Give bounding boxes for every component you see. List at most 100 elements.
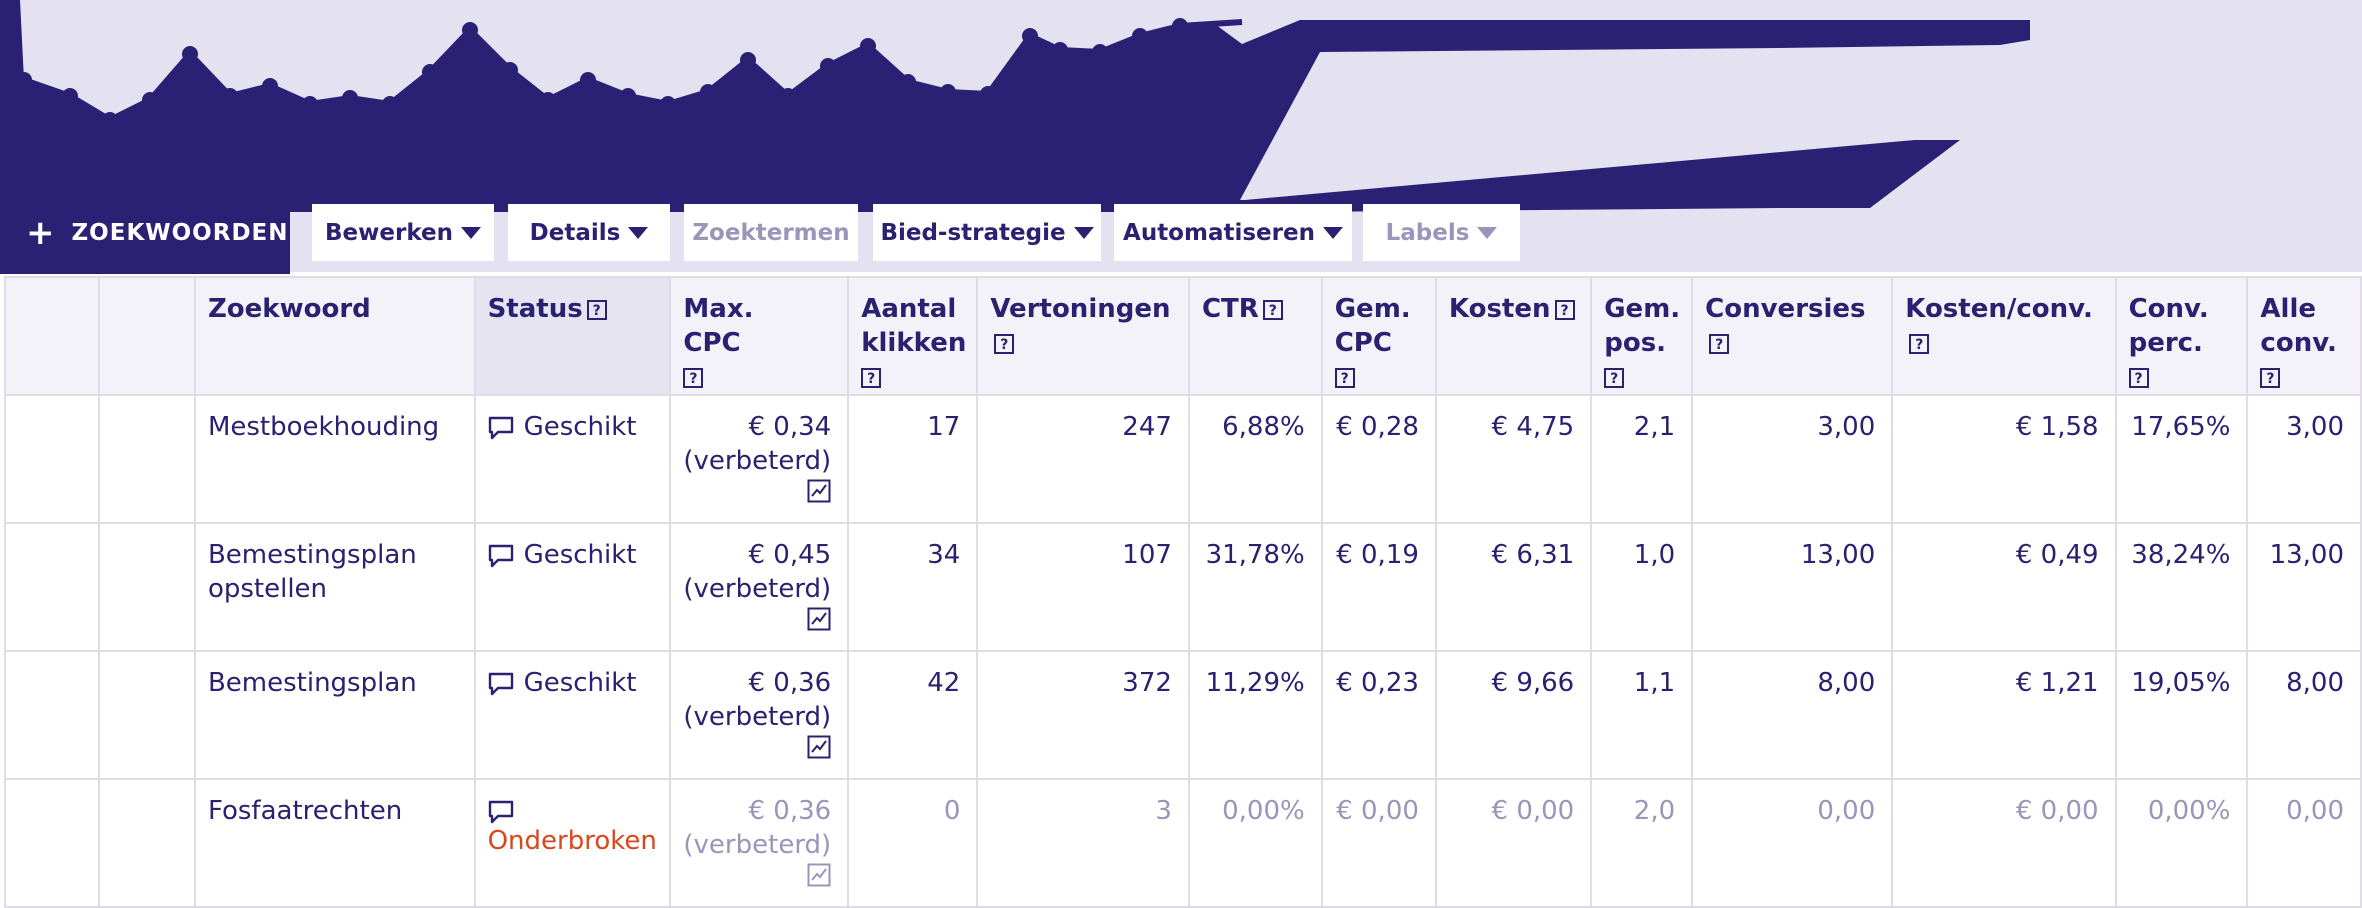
bid-chart-icon[interactable] xyxy=(807,479,831,503)
bid-chart-icon[interactable] xyxy=(807,735,831,759)
conversions-value: 8,00 xyxy=(1817,668,1876,698)
conv-rate-column-header[interactable]: Conv. perc.? xyxy=(2114,276,2249,396)
all-conv-value: 8,00 xyxy=(2286,668,2344,698)
conv-rate-cell: 0,00% xyxy=(2114,778,2249,908)
details-dropdown-button[interactable]: Details xyxy=(508,204,670,261)
impressions-column-header[interactable]: Vertoningen? xyxy=(976,276,1190,396)
conversions-value: 3,00 xyxy=(1817,412,1876,442)
avg-pos-column-header[interactable]: Gem. pos.? xyxy=(1590,276,1694,396)
bid-strategy-dropdown-button[interactable]: Bied-strategie xyxy=(873,204,1101,261)
avg-cpc-column-header[interactable]: Gem. CPC? xyxy=(1320,276,1437,396)
help-icon[interactable]: ? xyxy=(1604,367,1625,388)
avg-cpc-cell: € 0,19 xyxy=(1320,522,1437,652)
keyword-toolbar: + ZOEKWOORDEN Bewerken Details Zoekterme… xyxy=(0,180,2362,274)
max-cpc-value[interactable]: € 0,36 xyxy=(748,668,832,698)
conversions-cell: 3,00 xyxy=(1691,394,1894,524)
max-cpc-cell[interactable]: € 0,36 (verbeterd) xyxy=(669,650,850,780)
conv-rate-value: 38,24% xyxy=(2131,540,2231,570)
cost-cell: € 0,00 xyxy=(1434,778,1593,908)
header-label: Status xyxy=(487,294,583,324)
keyword-text[interactable]: Fosfaatrechten xyxy=(207,796,403,826)
help-icon[interactable]: ? xyxy=(1262,299,1283,320)
labels-dropdown-button[interactable]: Labels xyxy=(1363,204,1520,261)
bid-chart-icon[interactable] xyxy=(807,607,831,631)
row-select-cell[interactable] xyxy=(3,522,101,652)
keyword-cell[interactable]: Bemestingsplan xyxy=(193,650,476,780)
edit-dropdown-button[interactable]: Bewerken xyxy=(312,204,494,261)
help-icon[interactable]: ? xyxy=(994,333,1015,354)
status-cell: Geschikt xyxy=(473,650,672,780)
help-icon[interactable]: ? xyxy=(1709,333,1730,354)
all-conv-cell: 8,00 xyxy=(2246,650,2362,780)
header-label: Kosten/conv. xyxy=(1905,294,2093,324)
add-keywords-button[interactable]: + ZOEKWOORDEN xyxy=(0,192,290,274)
help-icon[interactable]: ? xyxy=(1554,299,1575,320)
speech-bubble-icon[interactable] xyxy=(488,416,514,440)
max-cpc-column-header[interactable]: Max. CPC? xyxy=(669,276,850,396)
keyword-text[interactable]: Bemestingsplan opstellen xyxy=(207,540,417,604)
clicks-cell: 17 xyxy=(847,394,979,524)
help-icon[interactable]: ? xyxy=(2128,367,2149,388)
clicks-value: 0 xyxy=(943,796,961,826)
impressions-cell: 372 xyxy=(976,650,1190,780)
cost-cell: € 9,66 xyxy=(1434,650,1593,780)
status-column-header[interactable]: Status? xyxy=(473,276,672,396)
conv-rate-value: 19,05% xyxy=(2131,668,2231,698)
all-conv-column-header[interactable]: Alle conv.? xyxy=(2246,276,2362,396)
select-column-header[interactable] xyxy=(3,276,101,396)
chevron-down-icon xyxy=(1073,226,1094,239)
row-select-cell[interactable] xyxy=(3,650,101,780)
keyword-column-header[interactable]: Zoekwoord xyxy=(193,276,476,396)
conversions-column-header[interactable]: Conversies? xyxy=(1691,276,1894,396)
help-icon[interactable]: ? xyxy=(683,367,704,388)
table-row[interactable]: Bemestingsplan Geschikt € 0,36 (verbeter… xyxy=(3,650,2362,780)
header-label: CPC xyxy=(683,328,741,358)
row-select-cell[interactable] xyxy=(3,778,101,908)
table-row[interactable]: Bemestingsplan opstellen Geschikt € 0,45… xyxy=(3,522,2362,652)
max-cpc-cell[interactable]: € 0,34 (verbeterd) xyxy=(669,394,850,524)
conversions-cell: 13,00 xyxy=(1691,522,1894,652)
impressions-value: 247 xyxy=(1122,412,1172,442)
keyword-cell[interactable]: Fosfaatrechten xyxy=(193,778,476,908)
table-row[interactable]: Fosfaatrechten Onderbroken € 0,36 (verbe… xyxy=(3,778,2362,908)
help-icon[interactable]: ? xyxy=(2260,367,2281,388)
automate-dropdown-button[interactable]: Automatiseren xyxy=(1114,204,1352,261)
speech-bubble-icon[interactable] xyxy=(488,544,514,568)
max-cpc-value[interactable]: € 0,45 xyxy=(748,540,832,570)
help-icon[interactable]: ? xyxy=(1909,333,1930,354)
header-label: Max. xyxy=(683,294,754,324)
table-row[interactable]: Mestboekhouding Geschikt € 0,34 (verbete… xyxy=(3,394,2362,524)
keyword-text[interactable]: Bemestingsplan xyxy=(207,668,417,698)
clicks-column-header[interactable]: Aantal klikken? xyxy=(847,276,979,396)
header-label: Zoekwoord xyxy=(207,294,371,324)
keyword-cell[interactable]: Mestboekhouding xyxy=(193,394,476,524)
details-label: Details xyxy=(529,219,621,246)
max-cpc-value[interactable]: € 0,34 xyxy=(748,412,832,442)
cost-value: € 6,31 xyxy=(1491,540,1575,570)
impressions-cell: 3 xyxy=(976,778,1190,908)
ctr-column-header[interactable]: CTR? xyxy=(1187,276,1323,396)
ctr-value: 11,29% xyxy=(1205,668,1305,698)
header-label: Alle xyxy=(2260,294,2317,324)
max-cpc-cell[interactable]: € 0,45 (verbeterd) xyxy=(669,522,850,652)
clicks-value: 17 xyxy=(927,412,961,442)
ctr-cell: 11,29% xyxy=(1187,650,1323,780)
max-cpc-value[interactable]: € 0,36 xyxy=(748,796,832,826)
max-cpc-note: (verbeterd) xyxy=(683,702,832,732)
cost-per-conv-column-header[interactable]: Kosten/conv.? xyxy=(1891,276,2117,396)
speech-bubble-icon[interactable] xyxy=(488,672,514,696)
help-icon[interactable]: ? xyxy=(861,367,882,388)
keyword-text[interactable]: Mestboekhouding xyxy=(207,412,440,442)
avg-pos-cell: 1,1 xyxy=(1590,650,1694,780)
speech-bubble-icon[interactable] xyxy=(488,800,514,824)
clicks-cell: 42 xyxy=(847,650,979,780)
keyword-cell[interactable]: Bemestingsplan opstellen xyxy=(193,522,476,652)
cost-column-header[interactable]: Kosten? xyxy=(1434,276,1593,396)
cost-value: € 9,66 xyxy=(1491,668,1575,698)
max-cpc-cell[interactable]: € 0,36 (verbeterd) xyxy=(669,778,850,908)
row-select-cell[interactable] xyxy=(3,394,101,524)
search-terms-button[interactable]: Zoektermen xyxy=(684,204,858,261)
help-icon[interactable]: ? xyxy=(586,299,607,320)
help-icon[interactable]: ? xyxy=(1334,367,1355,388)
bid-chart-icon[interactable] xyxy=(807,863,831,887)
